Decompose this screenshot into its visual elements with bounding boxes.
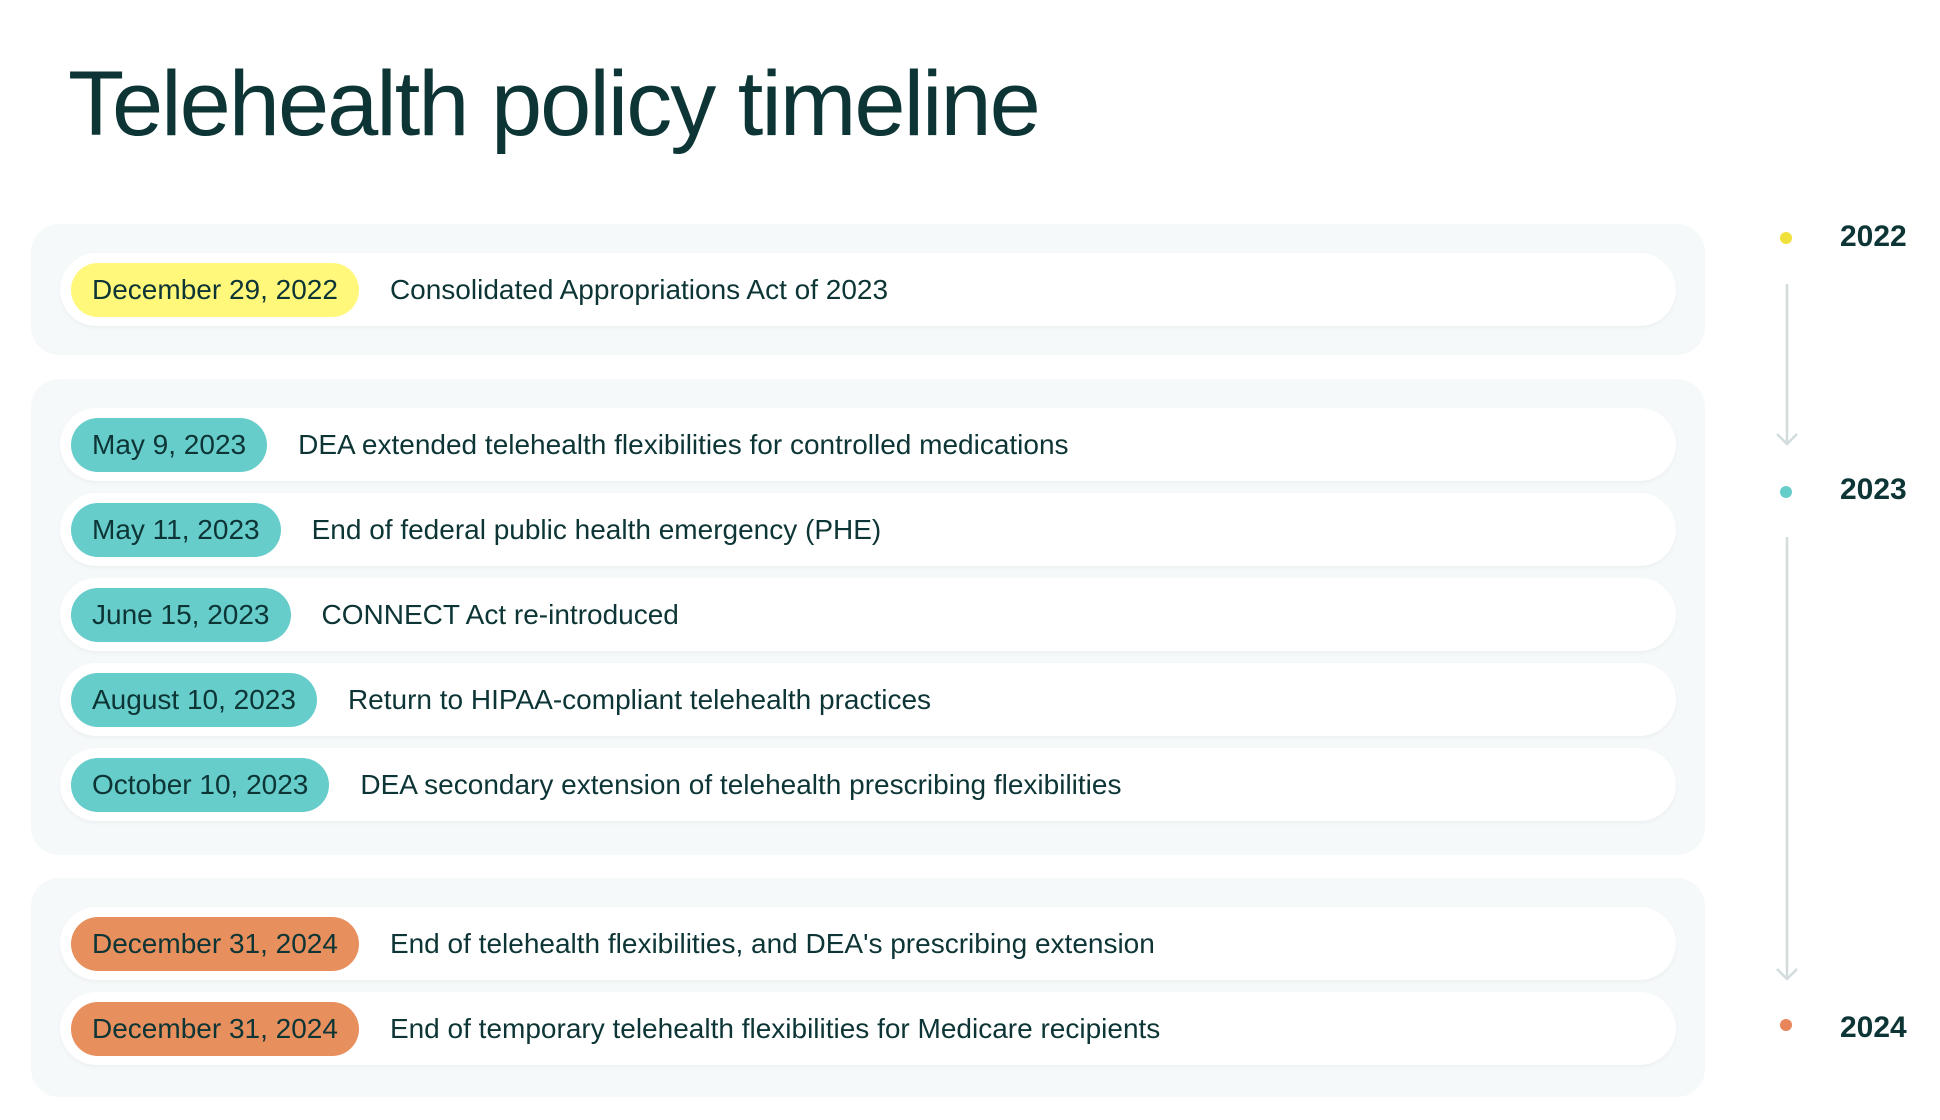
date-pill: December 31, 2024 [71,1001,359,1056]
year-dot-2024 [1780,1019,1792,1031]
event-description: End of federal public health emergency (… [311,513,882,545]
timeline-event-row: May 11, 2023 End of federal public health… [60,493,1676,566]
timeline-event-row: October 10, 2023 DEA secondary extension … [60,748,1676,821]
event-description: End of telehealth flexibilities, and DEA… [389,927,1155,959]
arrow-down-icon [1776,284,1798,446]
date-pill: October 10, 2023 [71,757,330,812]
year-label-2023: 2023 [1840,473,1907,506]
date-pill: June 15, 2023 [71,587,291,642]
arrow-down-icon [1776,537,1798,981]
timeline-event-row: June 15, 2023 CONNECT Act re-introduced [60,578,1676,651]
timeline-event-row: December 29, 2022 Consolidated Appropriat… [60,253,1676,326]
event-description: Return to HIPAA-compliant telehealth pra… [347,683,932,715]
date-pill: August 10, 2023 [71,672,317,727]
page-title: Telehealth policy timeline [68,53,1041,155]
event-description: DEA extended telehealth flexibilities fo… [298,428,1069,460]
event-description: DEA secondary extension of telehealth pr… [360,768,1122,800]
timeline-event-row: August 10, 2023 Return to HIPAA-compliant… [60,663,1676,736]
year-group-2022: December 29, 2022 Consolidated Appropriat… [31,224,1705,355]
year-group-2024: December 31, 2024 End of telehealth flexi… [31,878,1705,1097]
year-label-2024: 2024 [1840,1011,1907,1044]
timeline-event-row: May 9, 2023 DEA extended telehealth flexi… [60,408,1676,481]
event-description: CONNECT Act re-introduced [321,598,679,630]
year-dot-2022 [1780,232,1792,244]
year-group-2023: May 9, 2023 DEA extended telehealth flexi… [31,379,1705,855]
date-pill: December 31, 2024 [71,916,359,971]
event-description: Consolidated Appropriations Act of 2023 [389,273,889,305]
timeline-event-row: December 31, 2024 End of temporary telehe… [60,992,1676,1065]
date-pill: May 11, 2023 [71,502,281,557]
year-label-2022: 2022 [1840,220,1907,253]
timeline-event-row: December 31, 2024 End of telehealth flexi… [60,907,1676,980]
year-dot-2023 [1780,486,1792,498]
event-description: End of temporary telehealth flexibilitie… [389,1012,1161,1044]
date-pill: December 29, 2022 [71,262,359,317]
date-pill: May 9, 2023 [71,417,268,472]
